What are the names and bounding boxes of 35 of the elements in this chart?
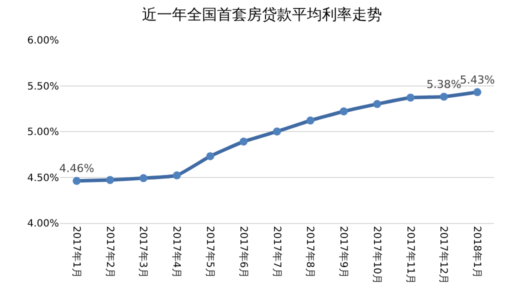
data-label: 4.46% bbox=[59, 162, 94, 176]
point bbox=[306, 116, 314, 125]
x-tick-label: 2017年10月 bbox=[370, 226, 383, 284]
data-label: 5.43% bbox=[460, 73, 495, 86]
x-tick-label: 2017年11月 bbox=[404, 226, 416, 284]
point bbox=[206, 152, 214, 160]
chart-title: 近一年全国首套房贷款平均利率走势 bbox=[142, 5, 382, 24]
point bbox=[473, 88, 482, 96]
point bbox=[240, 138, 248, 146]
y-tick-label: 5.00% bbox=[27, 127, 59, 138]
point bbox=[440, 92, 448, 101]
x-tick-label: 2017年1月 bbox=[70, 226, 82, 278]
point bbox=[340, 107, 348, 116]
point bbox=[139, 174, 148, 182]
y-tick-label: 4.50% bbox=[27, 172, 59, 184]
point bbox=[106, 176, 114, 184]
x-tick-label: 2017年12月 bbox=[438, 226, 450, 284]
y-tick-label: 4.00% bbox=[27, 218, 59, 230]
x-tick-label: 2018年1月 bbox=[471, 226, 484, 278]
x-tick-label: 2017年4月 bbox=[170, 226, 183, 278]
y-tick-label: 6.00% bbox=[27, 36, 59, 46]
data-label: 5.38% bbox=[426, 78, 462, 91]
x-tick-label: 2017年7月 bbox=[270, 226, 283, 278]
point bbox=[72, 176, 81, 185]
point bbox=[273, 128, 281, 136]
x-tick-label: 2017年6月 bbox=[237, 226, 250, 278]
point bbox=[406, 94, 415, 102]
x-tick-label: 2017年8月 bbox=[304, 226, 316, 278]
x-tick-label: 2017年2月 bbox=[104, 226, 116, 278]
x-tick-label: 2017年5月 bbox=[204, 226, 216, 278]
y-tick-label: 5.50% bbox=[27, 81, 59, 92]
x-tick-label: 2017年9月 bbox=[338, 226, 350, 278]
x-tick-label: 2017年3月 bbox=[137, 226, 150, 278]
point bbox=[172, 171, 181, 180]
point bbox=[373, 100, 382, 108]
